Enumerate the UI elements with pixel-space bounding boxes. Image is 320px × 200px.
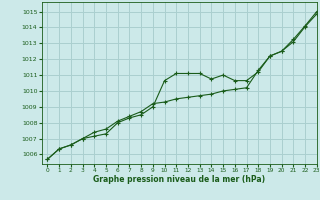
X-axis label: Graphe pression niveau de la mer (hPa): Graphe pression niveau de la mer (hPa) bbox=[93, 175, 265, 184]
